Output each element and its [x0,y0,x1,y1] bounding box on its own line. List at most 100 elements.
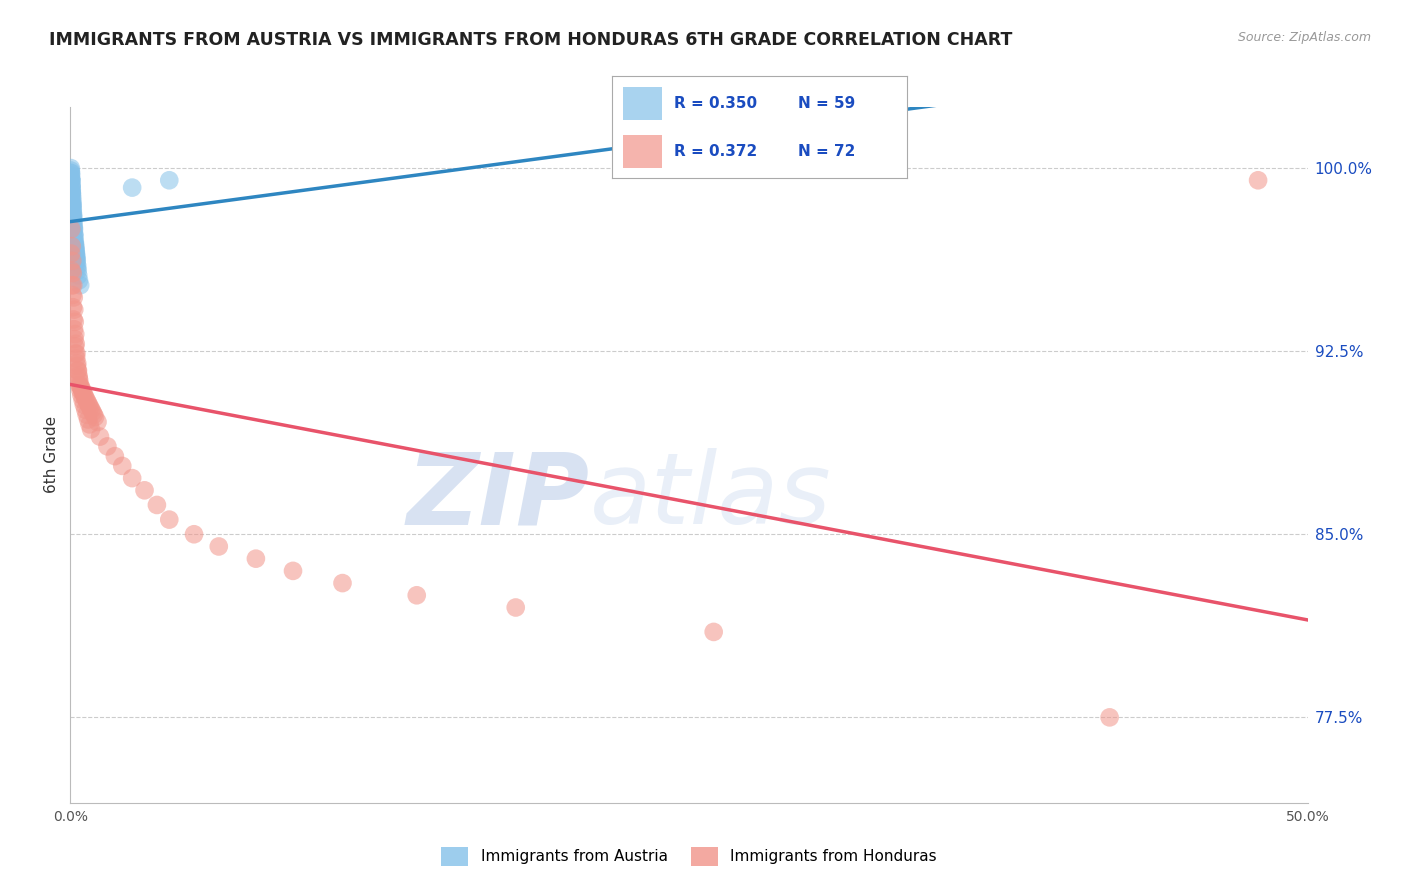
Point [65,249,87,263]
Point [79,401,101,415]
Point [72,385,94,400]
Point [60,186,83,200]
Point [66,364,89,378]
Point [67,268,90,283]
Bar [623,87,662,120]
Point [63,236,86,251]
Point [76,395,98,409]
Point [69,378,91,392]
Point [60,173,83,187]
Point [63,235,86,249]
Text: N = 72: N = 72 [797,145,855,160]
Point [79,417,101,432]
Text: R = 0.350: R = 0.350 [673,96,756,111]
Point [63,236,86,251]
Point [60,178,83,193]
Point [121,471,143,485]
Point [82,405,104,419]
Point [80,402,103,417]
Text: atlas: atlas [591,448,831,545]
Point [1098,710,1121,724]
Point [66,259,89,273]
Point [63,229,86,244]
Point [111,458,134,473]
Text: R = 0.372: R = 0.372 [673,145,756,160]
Point [62,207,84,221]
Point [62,278,84,293]
Point [62,300,84,314]
Point [96,439,118,453]
Point [69,378,91,392]
Point [84,410,107,425]
Point [65,327,87,342]
Point [60,278,83,293]
Point [62,197,84,211]
Point [245,551,267,566]
Point [60,197,83,211]
Point [70,383,93,397]
Point [60,183,83,197]
Point [59,163,82,178]
Point [60,195,83,210]
Point [67,273,90,287]
Point [63,302,86,317]
Point [60,170,83,185]
Point [65,246,87,260]
Point [59,166,82,180]
Point [60,253,83,268]
Point [63,222,86,236]
Point [83,408,105,422]
Point [134,483,156,498]
Point [65,256,87,270]
Point [60,263,83,277]
Point [65,239,87,253]
Point [62,210,84,224]
Point [66,263,89,277]
Point [65,242,87,256]
Point [62,210,84,224]
Point [60,190,83,204]
Point [76,408,98,422]
Point [66,364,89,378]
Text: IMMIGRANTS FROM AUSTRIA VS IMMIGRANTS FROM HONDURAS 6TH GRADE CORRELATION CHART: IMMIGRANTS FROM AUSTRIA VS IMMIGRANTS FR… [49,31,1012,49]
Point [66,359,89,373]
Point [157,173,180,187]
Point [69,383,91,397]
Point [63,232,86,246]
Point [281,564,304,578]
Point [63,227,86,241]
Point [72,392,94,407]
Point [77,398,100,412]
Legend: Immigrants from Austria, Immigrants from Honduras: Immigrants from Austria, Immigrants from… [434,841,943,871]
Point [505,600,527,615]
Point [146,498,169,512]
Point [65,346,87,360]
Point [208,540,231,554]
Point [65,346,87,360]
Point [63,242,86,256]
Point [75,402,97,417]
Point [65,244,87,258]
Point [60,166,83,180]
Point [65,246,87,260]
Point [62,219,84,234]
Point [73,388,96,402]
Point [62,288,84,302]
Point [60,193,83,207]
Text: N = 59: N = 59 [797,96,855,111]
Point [67,374,90,388]
Point [67,371,90,385]
Point [86,415,108,429]
Point [60,186,83,200]
Point [62,215,84,229]
Bar [623,136,662,168]
Point [60,173,83,187]
Point [60,173,83,187]
Point [59,161,82,175]
Point [62,312,84,326]
Point [62,212,84,227]
Point [183,527,205,541]
Point [62,227,84,241]
Point [73,398,96,412]
Y-axis label: 6th Grade: 6th Grade [44,417,59,493]
